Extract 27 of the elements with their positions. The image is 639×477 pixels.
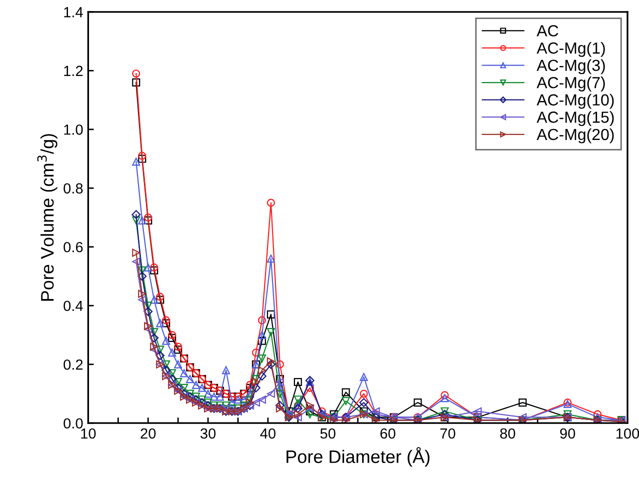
y-axis-title: Pore Volume (cm$^{3}$/g) — [37, 134, 58, 301]
y-tick-label: 0.2 — [64, 359, 83, 370]
y-tick-label: 1.0 — [64, 124, 83, 135]
x-tick-label: 60 — [380, 428, 396, 439]
x-tick-label: 10 — [81, 428, 96, 439]
legend-label: AC-Mg(10) — [536, 94, 614, 109]
y-tick-label: 0.4 — [64, 300, 83, 312]
x-tick-label: 20 — [140, 428, 156, 439]
legend-label: AC-Mg(20) — [536, 128, 614, 144]
x-tick-label: 40 — [260, 428, 276, 439]
legend-label: AC-Mg(7) — [536, 76, 605, 92]
x-tick-label: 30 — [200, 428, 216, 439]
legend-label: AC-Mg(15) — [536, 111, 614, 126]
x-tick-label: 100 — [616, 428, 639, 439]
y-tick-label: 1.4 — [64, 7, 83, 18]
legend-label: AC-Mg(3) — [536, 59, 605, 74]
x-tick-label: 50 — [320, 428, 336, 439]
x-tick-label: 70 — [440, 428, 456, 439]
x-tick-label: 80 — [500, 428, 516, 439]
legend-label: AC-Mg(1) — [536, 42, 605, 57]
y-tick-label: 0.6 — [64, 242, 83, 252]
y-tick-label: 0.0 — [64, 418, 83, 429]
x-axis-title: Pore Diameter (Å) — [286, 447, 430, 467]
y-tick-label: 1.2 — [64, 66, 83, 76]
x-tick-label: 90 — [560, 428, 576, 439]
legend-label: AC — [536, 25, 558, 36]
y-tick-label: 0.8 — [64, 183, 83, 194]
